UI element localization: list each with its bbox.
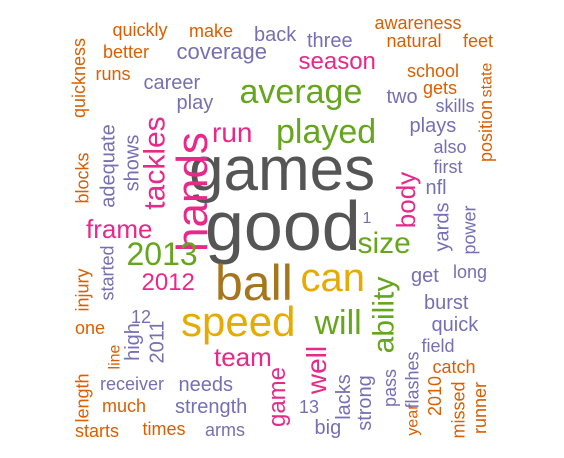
word-season: season xyxy=(298,48,376,75)
word-big: big xyxy=(314,417,342,439)
word-awareness: awareness xyxy=(374,13,462,33)
word-skills: skills xyxy=(435,96,475,116)
word-good: good xyxy=(205,187,361,265)
word-frame: frame xyxy=(86,214,153,244)
word-flashes: flashes xyxy=(402,351,423,409)
word-run: run xyxy=(212,117,253,148)
word-2010: 2010 xyxy=(425,375,446,417)
word-runs: runs xyxy=(95,64,131,84)
word-back: back xyxy=(254,24,297,46)
word-make: make xyxy=(189,21,234,41)
word-adequate: adequate xyxy=(97,124,120,208)
word-strong: strong xyxy=(353,375,376,431)
word-receiver: receiver xyxy=(100,374,165,394)
word-length: length xyxy=(72,373,93,423)
word-state: state xyxy=(477,62,495,98)
word-school: school xyxy=(407,61,460,81)
word-2013: 2013 xyxy=(126,236,198,272)
word-starts: starts xyxy=(75,421,120,441)
word-line: line xyxy=(105,344,123,370)
word-game: game xyxy=(264,366,292,428)
word-pass: pass xyxy=(380,368,401,408)
word-hands: hands xyxy=(167,132,217,252)
word-quick: quick xyxy=(431,314,479,336)
word-plays: plays xyxy=(409,115,457,137)
word-blocks: blocks xyxy=(72,152,93,204)
word-first: first xyxy=(433,157,463,177)
word-catch: catch xyxy=(432,357,476,377)
word-tackles: tackles xyxy=(138,116,172,210)
word-lacks: lacks xyxy=(332,374,355,420)
word-size: size xyxy=(357,227,411,260)
word-also: also xyxy=(433,137,467,157)
word-quickness: quickness xyxy=(69,37,90,119)
word-arms: arms xyxy=(205,420,245,440)
word-natural: natural xyxy=(386,31,442,51)
word-year: year xyxy=(404,404,422,436)
word-gets: gets xyxy=(423,78,458,98)
word-two: two xyxy=(386,86,418,108)
word-will: will xyxy=(314,304,362,342)
word-12: 12 xyxy=(131,307,152,327)
word-feet: feet xyxy=(463,31,494,51)
word-high: high xyxy=(121,323,144,361)
word-career: career xyxy=(143,72,201,94)
word-missed: missed xyxy=(448,381,469,439)
word-needs: needs xyxy=(178,374,234,396)
word-strength: strength xyxy=(175,396,248,418)
word-field: field xyxy=(421,336,455,356)
word-well: well xyxy=(301,345,333,395)
word-coverage: coverage xyxy=(176,39,268,64)
word-runner: runner xyxy=(470,381,491,435)
word-13: 13 xyxy=(299,397,320,417)
word-ability: ability xyxy=(366,276,400,354)
word-yards: yards xyxy=(430,202,453,252)
word-can: can xyxy=(300,256,366,300)
word-better: better xyxy=(103,42,150,62)
word-nfl: nfl xyxy=(425,177,447,199)
word-play: play xyxy=(176,92,214,114)
word-times: times xyxy=(142,419,186,439)
word-three: three xyxy=(307,30,353,52)
word-average: average xyxy=(239,73,363,111)
word-shows: shows xyxy=(120,134,143,192)
word-1: 1 xyxy=(362,210,372,227)
word-speed: speed xyxy=(181,298,296,345)
word-ball: ball xyxy=(215,255,293,311)
word-quickly: quickly xyxy=(112,20,168,40)
word-one: one xyxy=(75,318,106,338)
word-games: games xyxy=(189,135,376,204)
word-started: started xyxy=(97,245,118,301)
word-team: team xyxy=(214,342,272,372)
word-power: power xyxy=(459,205,480,255)
word-long: long xyxy=(453,262,488,282)
word-burst: burst xyxy=(424,292,469,314)
word-injury: injury xyxy=(72,268,93,312)
word-body: body xyxy=(391,171,422,229)
word-played: played xyxy=(276,113,377,151)
word-get: get xyxy=(411,265,439,287)
word-much: much xyxy=(102,396,147,416)
word-2012: 2012 xyxy=(141,269,195,296)
word-position: position xyxy=(476,99,497,163)
